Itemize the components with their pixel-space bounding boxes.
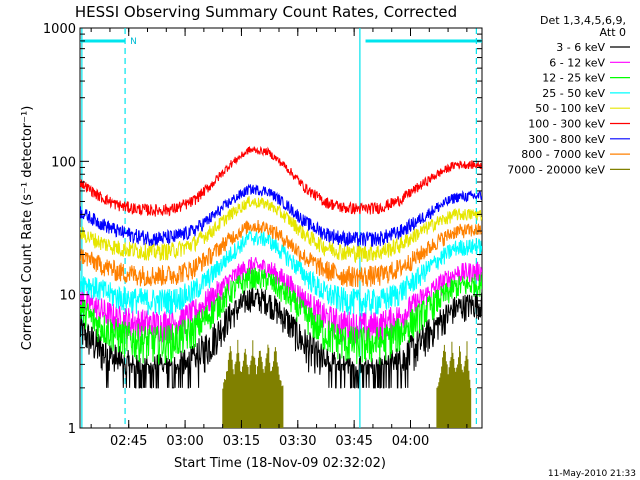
x-axis: 02:45 03:00 03:15 03:30 03:45 04:00 — [90, 28, 468, 449]
plot-area: N — [79, 27, 483, 429]
series-12-25kev — [80, 267, 482, 365]
legend-label-5: 100 - 300 keV — [528, 118, 605, 131]
legend-label-7: 800 - 7000 keV — [521, 148, 605, 161]
x-tick-label-1: 03:00 — [166, 434, 203, 449]
x-tick-label-3: 03:30 — [279, 434, 316, 449]
attenuator-marker-label: N — [130, 37, 137, 47]
series-800-7000kev — [80, 219, 482, 288]
series-line-1 — [80, 256, 482, 345]
y-tick-label-2: 100 — [51, 155, 76, 170]
series-line-3 — [80, 229, 482, 317]
legend-label-0: 3 - 6 keV — [556, 41, 605, 54]
legend-label-3: 25 - 50 keV — [542, 87, 605, 100]
legend-label-6: 300 - 800 keV — [528, 133, 605, 146]
series-line-7 — [80, 219, 482, 288]
series-line-2 — [80, 267, 482, 365]
x-tick-label-0: 02:45 — [110, 434, 147, 449]
series-layer — [80, 145, 482, 428]
series-6-12kev — [80, 256, 482, 345]
x-tick-label-4: 03:45 — [335, 434, 372, 449]
series-line-8 — [222, 339, 472, 428]
legend-label-4: 50 - 100 keV — [535, 102, 605, 115]
series-3-6kev — [80, 287, 482, 389]
series-100-300kev — [80, 145, 482, 217]
legend-label-2: 12 - 25 keV — [542, 72, 605, 85]
series-25-50kev — [80, 229, 482, 317]
series-line-6 — [80, 183, 482, 247]
y-tick-label-3: 1000 — [43, 22, 76, 37]
legend-label-8: 7000 - 20000 keV — [507, 163, 605, 176]
x-tick-label-5: 04:00 — [392, 434, 429, 449]
legend-header-0: Det 1,3,4,5,6,9, — [540, 14, 626, 27]
series-300-800kev — [80, 183, 482, 247]
footer-timestamp: 11-May-2010 21:33 — [548, 469, 636, 479]
series-line-0 — [80, 287, 482, 389]
x-axis-label: Start Time (18-Nov-09 02:32:02) — [174, 456, 386, 471]
series-line-4 — [80, 196, 482, 264]
y-tick-label-1: 10 — [59, 289, 76, 304]
legend: Det 1,3,4,5,6,9,Att 0 3 - 6 keV 6 - 12 keV… — [507, 14, 630, 176]
series-line-5 — [80, 145, 482, 217]
y-tick-label-0: 1 — [68, 422, 76, 437]
legend-header-1: Att 0 — [600, 26, 626, 39]
legend-label-1: 6 - 12 keV — [549, 56, 605, 69]
y-axis-label: Corrected Count Rate (s⁻¹ detector⁻¹) — [20, 106, 35, 351]
series-7000-20000kev — [222, 339, 472, 428]
y-axis: 1 10 100 1000 — [43, 22, 482, 437]
chart-title: HESSI Observing Summary Count Rates, Cor… — [75, 3, 457, 21]
x-tick-label-2: 03:15 — [223, 434, 260, 449]
series-50-100kev — [80, 196, 482, 264]
